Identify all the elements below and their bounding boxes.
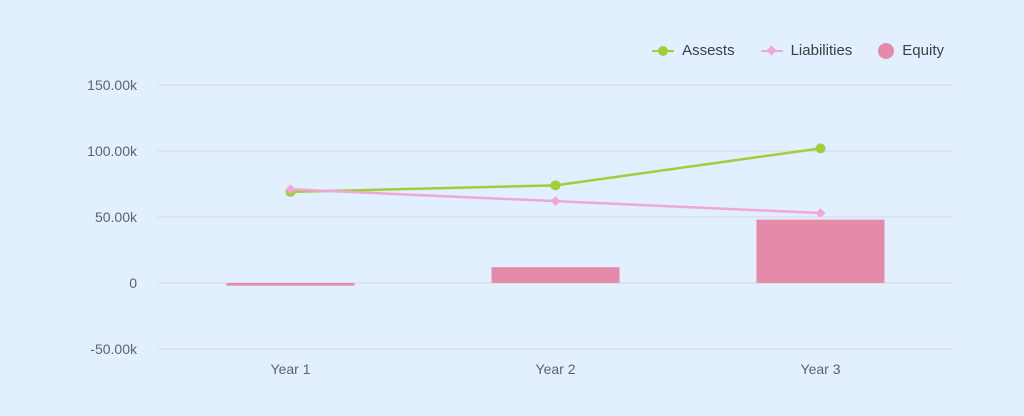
legend-item-assets[interactable]: Assests xyxy=(652,42,735,59)
equity-bar[interactable] xyxy=(756,219,885,283)
y-tick-label: 100.00k xyxy=(87,143,138,159)
x-tick-label: Year 2 xyxy=(536,361,576,377)
data-point[interactable] xyxy=(285,184,296,195)
y-tick-label: -50.00k xyxy=(90,341,138,357)
x-axis: Year 1 Year 2 Year 3 xyxy=(271,361,841,377)
equity-bar[interactable] xyxy=(226,283,355,286)
data-point[interactable] xyxy=(550,180,561,191)
y-tick-label: 150.00k xyxy=(87,77,138,93)
y-tick-label: 50.00k xyxy=(95,209,138,225)
legend-item-liabilities[interactable]: Liabilities xyxy=(760,42,853,59)
x-tick-label: Year 3 xyxy=(801,361,841,377)
data-point[interactable] xyxy=(815,208,826,218)
equity-bar[interactable] xyxy=(491,267,620,283)
legend-item-equity[interactable]: Equity xyxy=(878,42,944,59)
y-tick-label: 0 xyxy=(129,275,137,291)
legend-label: Equity xyxy=(902,42,944,59)
y-axis: 150.00k 100.00k 50.00k 0 -50.00k xyxy=(87,77,138,357)
legend: Assests Liabilities Equity xyxy=(652,42,944,59)
data-point[interactable] xyxy=(815,143,826,154)
data-point[interactable] xyxy=(550,196,561,207)
equity-bars xyxy=(226,219,885,286)
line-circle-marker-icon xyxy=(652,45,675,57)
line-diamond-marker-icon xyxy=(760,45,783,57)
legend-label: Assests xyxy=(682,42,735,59)
circle-marker-icon xyxy=(878,42,895,59)
legend-label: Liabilities xyxy=(790,42,853,59)
gridlines xyxy=(158,84,953,350)
line-series xyxy=(285,143,826,218)
x-tick-label: Year 1 xyxy=(271,361,311,377)
